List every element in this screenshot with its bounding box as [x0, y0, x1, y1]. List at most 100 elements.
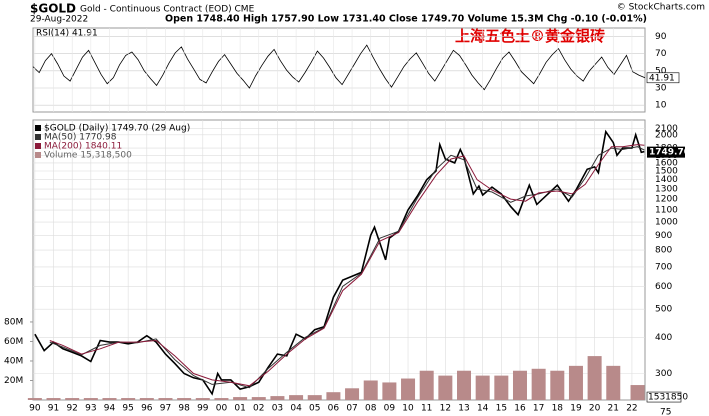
volume-bar [214, 398, 229, 400]
volume-bar [158, 398, 173, 400]
volume-bar [46, 398, 61, 400]
volume-bar [345, 388, 360, 400]
x-tick-label: 20 [589, 404, 601, 414]
y2-tick-label: 20M [4, 376, 23, 386]
x-tick-label: 10 [402, 404, 414, 414]
x-tick-label: 92 [66, 404, 77, 414]
rsi-last-label: 41.91 [649, 73, 675, 83]
volume-bar [195, 398, 210, 400]
rsi-frame [32, 27, 646, 113]
x-tick-label: 15 [496, 404, 507, 414]
x-tick-label: 99 [197, 404, 209, 414]
volume-bar [512, 370, 527, 400]
x-tick-label: 05 [309, 404, 320, 414]
legend-swatch [35, 143, 41, 149]
source: © StockCharts.com [617, 3, 705, 13]
x-tick-label: 02 [253, 404, 264, 414]
legend-entry: MA(200) 1840.11 [44, 142, 122, 152]
price-line [49, 146, 645, 389]
volume-bar [177, 398, 192, 400]
rsi-last-box [646, 72, 680, 84]
date: 29-Aug-2022 [30, 15, 88, 25]
y-tick-label: 400 [655, 333, 672, 343]
y-tick-label: 1000 [655, 218, 678, 228]
x-tick-label: 90 [29, 404, 41, 414]
x-tick-label: 11 [421, 404, 432, 414]
y-tick-label: 900 [655, 231, 672, 241]
x-tick-label: 07 [346, 404, 357, 414]
x-tick-label: 01 [234, 404, 245, 414]
volume-bar [382, 382, 397, 400]
x-tick-label: 16 [514, 404, 526, 414]
x-tick-label: 06 [328, 404, 340, 414]
volume-bar [139, 398, 154, 400]
price-last-box [647, 146, 685, 158]
y-tick-label: 1600 [655, 158, 678, 168]
legend-entry: Volume 15,318,500 [44, 151, 132, 161]
price-last-label: 1749.70 [649, 148, 690, 158]
legend-entry: $GOLD (Daily) 1749.70 (29 Aug) [44, 124, 190, 134]
x-tick-label: 22 [626, 404, 637, 414]
volume-bar [550, 370, 565, 400]
volume-bar [251, 397, 266, 400]
volume-bar [65, 398, 80, 400]
y-tick-label: 300 [655, 369, 672, 379]
x-tick-label: 93 [85, 404, 96, 414]
volume-bar [27, 398, 42, 400]
quote: Open 1748.40 High 1757.90 Low 1731.40 Cl… [165, 14, 647, 25]
x-tick-label: 21 [608, 404, 619, 414]
volume-bar [494, 375, 509, 400]
volume-bar [630, 385, 645, 400]
rsi-tick-label: 70 [655, 49, 667, 59]
volume-bar [121, 398, 136, 400]
volume-bar [475, 375, 490, 400]
x-tick-label: 14 [477, 404, 489, 414]
volume-bar [438, 375, 453, 400]
y-tick-label: 800 [655, 246, 672, 256]
y-tick-label: 1100 [655, 206, 678, 216]
x-tick-label: 09 [384, 404, 396, 414]
volume-bar [606, 365, 621, 400]
x-tick-label: 13 [458, 404, 469, 414]
y-tick-label: 1500 [655, 167, 678, 177]
x-tick-label: 03 [272, 404, 283, 414]
symbol: $GOLD [30, 2, 76, 16]
x-tick-label: 18 [552, 404, 564, 414]
legend-entry: MA(50) 1770.98 [44, 133, 117, 143]
volume-bar [568, 365, 583, 400]
x-tick-label: 04 [290, 404, 302, 414]
volume-bar [419, 370, 434, 400]
x-tick-label: 94 [104, 404, 116, 414]
y2-tick-label: 60M [4, 337, 23, 347]
rsi-title: RSI(14) 41.91 [36, 29, 98, 39]
rsi-tick-label: 10 [655, 101, 667, 111]
corner-label: 75 [660, 408, 671, 416]
rsi-tick-label: 90 [655, 32, 667, 42]
y-tick-label: 1300 [655, 185, 678, 195]
volume-bar [531, 368, 546, 400]
volume-bar [102, 398, 117, 400]
y-tick-label: 600 [655, 282, 672, 292]
volume-bar [587, 356, 602, 400]
volume-bar [457, 370, 472, 400]
x-tick-label: 12 [440, 404, 451, 414]
price-line [49, 144, 645, 387]
y-tick-label: 2000 [655, 130, 678, 140]
volume-bar [326, 392, 341, 400]
instrument-name: Gold - Continuous Contract (EOD) CME [80, 5, 255, 15]
watermark: 上海五色土®黄金银砖 [455, 27, 605, 45]
volume-bar [233, 397, 248, 400]
x-tick-label: 91 [48, 404, 59, 414]
volume-bar [363, 380, 378, 400]
x-tick-label: 19 [570, 404, 582, 414]
volume-last-label: 1531850 [648, 393, 688, 403]
x-tick-label: 00 [216, 404, 228, 414]
volume-bar [270, 396, 285, 400]
y-tick-label: 700 [655, 262, 672, 272]
y-tick-label: 1200 [655, 195, 678, 205]
volume-bar [307, 395, 322, 400]
legend-swatch [35, 125, 41, 131]
volume-bar [289, 395, 304, 400]
volume-bar [401, 378, 416, 400]
